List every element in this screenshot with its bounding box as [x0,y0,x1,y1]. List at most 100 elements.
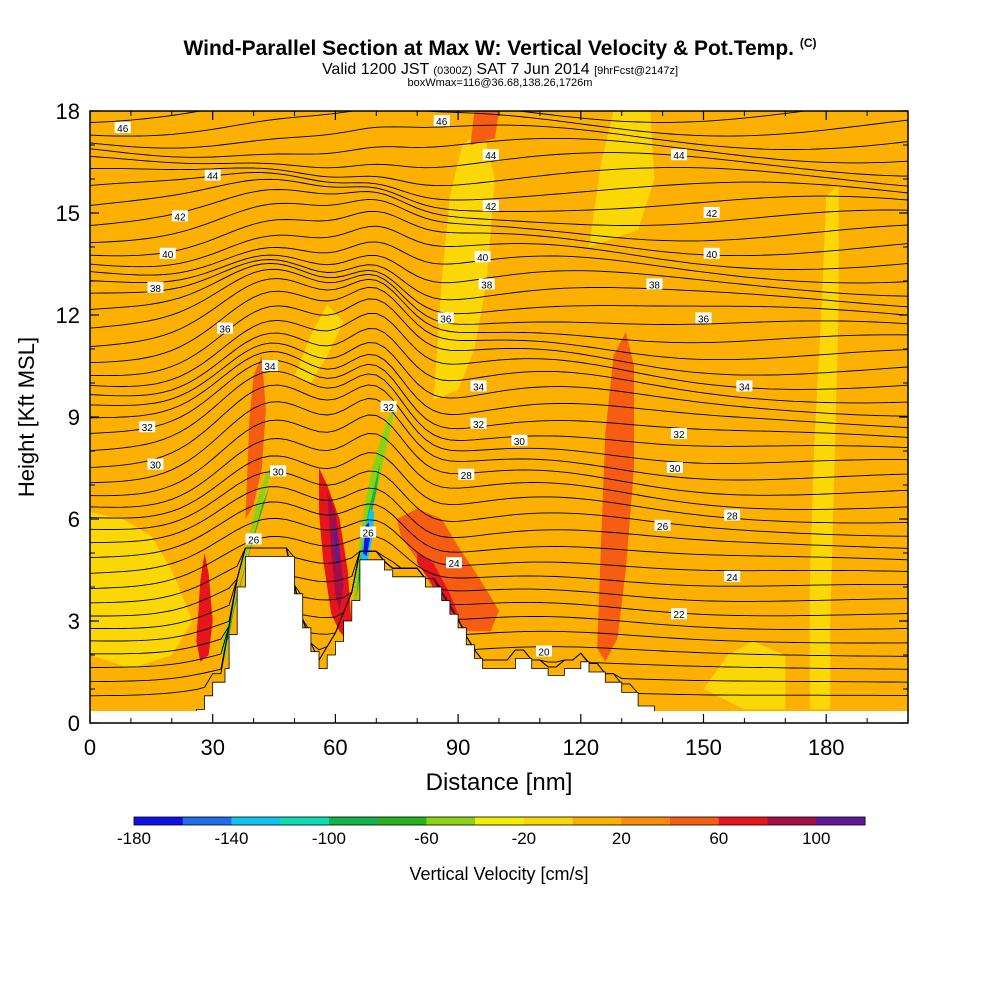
theta-label: 40 [477,253,489,264]
colorbar-swatch [426,817,476,825]
theta-contour [90,433,908,510]
theta-label-box [470,380,487,392]
x-tick-label: 180 [808,735,845,760]
y-tick-label: 3 [68,609,80,634]
chart-subtitle-box: boxWmax=116@36.68,138.26,1726m [407,77,593,89]
colorbar-swatch [328,817,379,825]
y-axis-label: Height [Kft MSL] [14,337,39,497]
theta-label-box [511,434,528,446]
velocity-region-downdraft-east-column [597,332,634,662]
colorbar-swatch [670,817,720,825]
theta-label: 42 [174,212,186,223]
velocity-region-downdraft-mid [396,508,499,632]
x-tick-label: 90 [446,735,470,760]
theta-contour [90,351,908,429]
theta-contour [90,189,908,226]
theta-label-box [270,465,287,477]
theta-contour [90,518,908,574]
theta-contour [90,370,908,452]
theta-contour [90,547,908,644]
theta-contour-layer [90,111,908,697]
theta-contour [90,278,908,348]
theta-label: 26 [363,529,375,540]
theta-label: 32 [383,403,395,414]
theta-label-box [478,278,495,290]
theta-contour [90,111,809,123]
velocity-region-updraft-east-band [809,185,839,710]
theta-contour [90,398,908,484]
theta-contour [90,268,908,329]
theta-label: 38 [649,280,661,291]
theta-label: 44 [673,151,685,162]
theta-label: 36 [219,325,231,336]
theta-label-box [670,149,687,161]
colorbar-tick-label: -100 [312,829,346,848]
theta-label: 24 [727,573,739,584]
terrain [195,556,664,723]
velocity-region-updraft-west-lowlevel [90,512,193,669]
theta-label: 36 [440,314,452,325]
colorbar: -180 -140 -100 -60 -20 20 60 100 [117,816,866,848]
theta-label-box [482,200,499,212]
theta-label-box [216,322,233,334]
chart-title-unit: (C) [799,36,817,50]
colorbar-frame [133,816,866,826]
theta-label-box [654,519,671,531]
colorbar-swatch [816,817,866,825]
theta-label: 34 [739,382,751,393]
theta-label-box [446,557,463,569]
theta-label: 26 [248,535,260,546]
theta-label-box [458,468,475,480]
theta-label-box [433,115,450,127]
theta-label-box [380,400,397,412]
theta-label-box [670,428,687,439]
theta-contour [90,225,908,270]
theta-label: 32 [473,420,485,431]
theta-label: 42 [485,202,497,213]
theta-label-box [139,421,156,433]
colorbar-swatch [718,817,769,825]
chart-title: Wind-Parallel Section at Max W: Vertical… [0,36,1000,61]
theta-contour [90,254,908,297]
terrain-layer [90,556,908,723]
theta-label-box [535,645,552,657]
subtitle-date: SAT 7 Jun 2014 [476,61,590,78]
theta-label-box [703,207,720,218]
theta-label: 36 [698,314,710,325]
theta-label-box [360,526,377,538]
theta-contour [90,312,908,390]
velocity-region-downdraft-top [470,111,499,145]
velocity-region-downdraft-west-peak [333,522,340,567]
chart-title-text: Wind-Parallel Section at Max W: Vertical… [183,37,794,60]
colorbar-tick-label: -180 [117,829,151,848]
y-tick-label: 15 [56,201,80,226]
subtitle-forecast: [9hrFcst@2147z] [594,65,679,77]
subtitle-utc: (0300Z) [433,65,472,77]
plot-background [90,111,908,723]
theta-label: 26 [657,522,669,533]
colorbar-swatch [182,817,232,825]
theta-label: 24 [448,559,460,570]
theta-contour [90,501,908,561]
theta-label: 28 [461,471,473,482]
theta-contour [90,470,908,537]
theta-label: 34 [473,382,485,393]
colorbar-swatch [767,817,817,825]
theta-contour [90,535,908,590]
plot-area: 46 46 44 44 44 42 42 42 40 40 40 38 38 38 36 36 36 34 34 34… [90,111,908,723]
theta-contour [90,259,908,308]
theta-label-box [245,533,262,545]
theta-contour [90,452,908,524]
colorbar-swatch [621,817,671,825]
y-tick-label: 6 [68,507,80,532]
y-tick-label: 12 [56,303,80,328]
velocity-region-updraft-west [225,485,270,645]
x-axis-label: Distance [nm] [426,769,573,796]
theta-contour [90,286,908,364]
theta-contour [90,178,908,212]
colorbar-label: Vertical Velocity [cm/s] [409,864,588,884]
colorbar-swatch [134,817,184,825]
colorbar-tick-label: 60 [709,829,728,848]
theta-label: 46 [436,117,448,128]
